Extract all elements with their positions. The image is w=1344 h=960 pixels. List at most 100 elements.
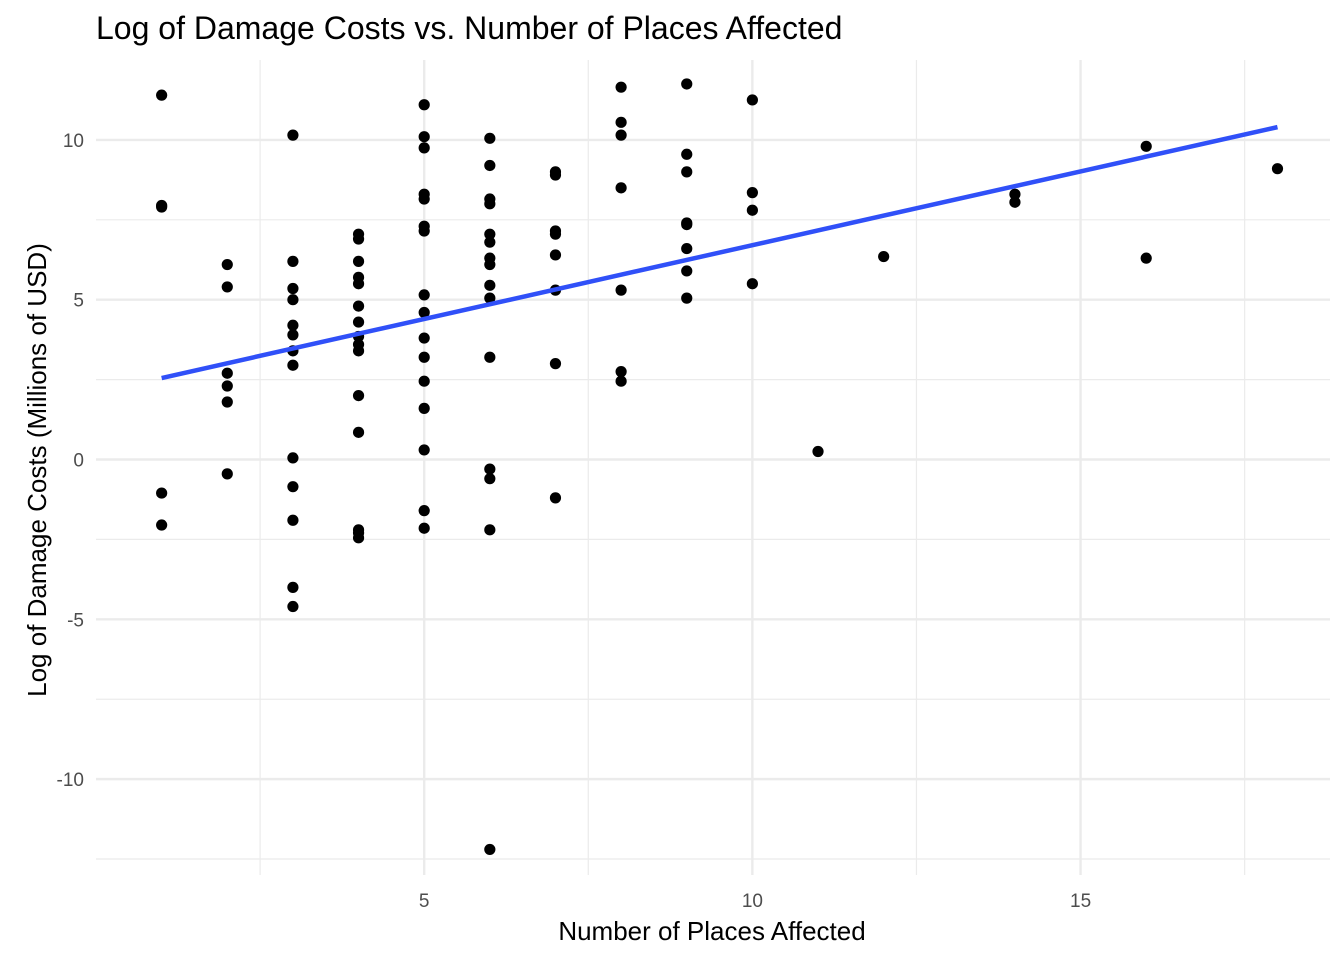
data-point [287,255,299,267]
data-point [418,332,430,344]
data-point [352,316,365,328]
trend-line [161,124,1278,381]
data-point [287,329,299,341]
data-point [878,250,890,263]
data-point [287,282,299,295]
grid-lines [96,60,1330,875]
data-points [156,78,1284,856]
trend-line-group [161,124,1278,381]
data-point [287,514,299,526]
data-point [484,228,496,240]
data-point [484,463,496,475]
y-tick-label: 5 [73,291,84,312]
data-point [549,169,562,181]
data-point [681,292,693,304]
data-point [549,358,562,370]
data-point [615,284,627,296]
data-point [418,444,430,456]
data-point [549,492,562,504]
data-point [1009,188,1021,200]
data-point [287,481,299,493]
data-point [484,159,496,172]
data-point [484,524,496,536]
data-point [1140,252,1152,264]
y-tick-label: -5 [67,610,84,631]
data-point [221,468,233,480]
data-point [221,396,233,408]
data-point [418,505,430,517]
x-tick-label: 15 [1070,891,1091,912]
data-point [1009,196,1021,208]
data-point [681,166,693,178]
data-point [615,116,627,128]
data-point [549,228,562,240]
chart-title: Log of Damage Costs vs. Number of Places… [96,10,842,46]
data-point [418,131,430,143]
data-point [484,279,496,291]
data-point [484,351,496,363]
data-point [681,148,693,160]
data-point [418,522,430,534]
data-point [418,402,430,414]
data-point [812,445,824,458]
data-point [746,204,758,216]
data-point [221,367,233,379]
data-point [615,375,627,387]
data-point [352,233,365,245]
data-point [549,249,562,261]
data-point [352,255,365,267]
data-point [615,182,627,194]
data-point [1271,163,1284,175]
data-point [287,600,299,613]
data-point [681,78,693,90]
data-point [484,292,496,304]
x-tick-label: 10 [742,891,763,912]
data-point [156,89,168,101]
data-point [418,193,430,205]
data-point [746,187,758,199]
data-point [221,380,233,392]
data-point [746,278,758,290]
y-axis-title: Log of Damage Costs (Millions of USD) [22,243,52,697]
data-point [615,129,627,141]
x-tick-label: 5 [419,891,430,912]
data-point [418,306,430,319]
data-point [681,218,693,231]
data-point [615,366,627,378]
data-point [287,452,299,464]
data-point [484,198,496,210]
data-point [287,581,299,593]
x-axis-title: Number of Places Affected [558,916,865,946]
data-point [418,351,430,363]
data-point [484,258,496,271]
data-point [418,289,430,301]
y-tick-label: 10 [63,131,84,152]
data-point [1140,140,1152,152]
data-point [287,319,299,331]
data-point [352,532,365,544]
y-tick-label: 0 [73,451,84,472]
data-point [352,389,365,402]
data-point [221,281,233,293]
data-point [287,359,299,371]
data-point [484,843,496,856]
data-point [484,473,496,485]
data-point [681,265,693,277]
data-point [418,375,430,387]
data-point [352,300,365,312]
data-point [156,199,168,212]
data-point [418,225,430,237]
data-point [352,345,365,357]
data-point [615,81,627,93]
data-point [156,487,168,499]
tick-labels: 5 10 15 -10 -5 0 5 10 [57,131,1092,912]
data-point [287,294,299,306]
y-tick-label: -10 [57,770,84,791]
data-point [418,99,430,111]
data-point [746,94,758,106]
data-point [221,258,233,271]
data-point [352,426,365,438]
data-point [418,142,430,154]
